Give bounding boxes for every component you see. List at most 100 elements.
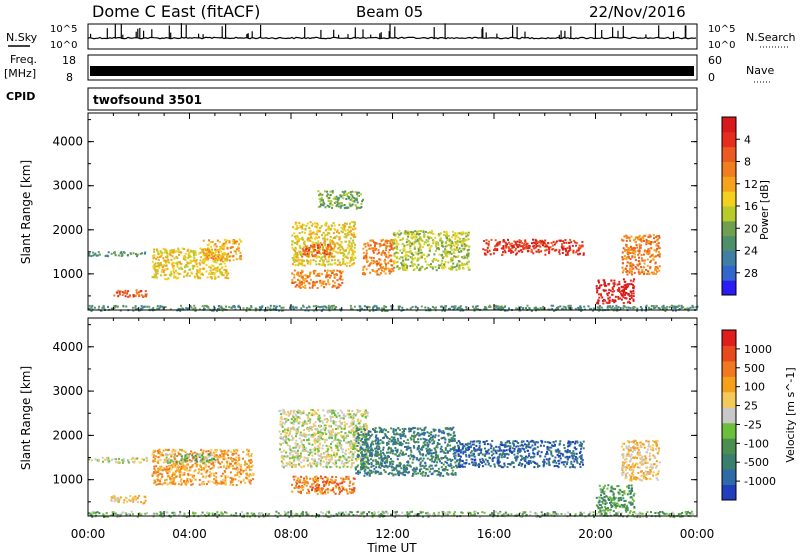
range-gate-cell bbox=[216, 456, 218, 459]
range-gate-cell bbox=[292, 436, 294, 439]
range-gate-cell bbox=[226, 255, 229, 258]
range-gate-cell bbox=[630, 292, 633, 295]
range-gate-cell bbox=[226, 462, 229, 465]
range-gate-cell bbox=[687, 307, 690, 310]
range-gate-cell bbox=[454, 238, 457, 240]
range-gate-cell bbox=[341, 270, 344, 273]
range-gate-cell bbox=[233, 467, 236, 470]
range-gate-cell bbox=[348, 425, 351, 428]
range-gate-cell bbox=[342, 254, 345, 257]
range-gate-cell bbox=[341, 435, 344, 438]
range-gate-cell bbox=[332, 421, 335, 424]
range-gate-cell bbox=[649, 267, 652, 270]
range-gate-cell bbox=[371, 269, 374, 271]
range-gate-cell bbox=[343, 249, 346, 252]
range-gate-cell bbox=[351, 195, 354, 198]
range-gate-cell bbox=[190, 450, 193, 453]
range-gate-cell bbox=[365, 249, 368, 252]
range-gate-cell bbox=[163, 274, 166, 277]
range-gate-cell bbox=[297, 449, 299, 452]
range-gate-cell bbox=[232, 483, 234, 486]
range-gate-cell bbox=[157, 450, 160, 453]
range-gate-cell bbox=[450, 245, 453, 248]
range-gate-cell bbox=[321, 447, 324, 450]
range-gate-cell bbox=[288, 452, 291, 455]
range-gate-cell bbox=[201, 481, 204, 484]
range-gate-cell bbox=[246, 463, 249, 466]
range-gate-cell bbox=[300, 269, 303, 272]
range-gate-cell bbox=[307, 255, 310, 258]
range-gate-cell bbox=[436, 247, 438, 250]
range-gate-cell bbox=[321, 193, 324, 196]
range-gate-cell bbox=[303, 456, 306, 459]
range-gate-cell bbox=[280, 306, 283, 309]
range-gate-cell bbox=[127, 295, 130, 298]
range-gate-cell bbox=[338, 243, 341, 246]
range-gate-cell bbox=[340, 202, 343, 205]
range-gate-cell bbox=[176, 272, 179, 275]
range-gate-cell bbox=[467, 266, 470, 269]
range-gate-cell bbox=[351, 465, 353, 468]
range-gate-cell bbox=[197, 472, 200, 475]
scatter-region bbox=[392, 229, 471, 272]
range-gate-cell bbox=[333, 273, 336, 276]
range-gate-cell bbox=[350, 241, 353, 244]
range-gate-cell bbox=[544, 249, 547, 252]
range-gate-cell bbox=[353, 436, 356, 439]
range-gate-cell bbox=[630, 294, 633, 297]
range-gate-cell bbox=[326, 193, 329, 196]
range-gate-cell bbox=[363, 460, 365, 463]
range-gate-cell bbox=[454, 235, 457, 238]
range-gate-cell bbox=[622, 247, 625, 250]
range-gate-cell bbox=[524, 239, 527, 242]
range-gate-cell bbox=[639, 245, 641, 248]
range-gate-cell bbox=[201, 251, 204, 254]
range-gate-cell bbox=[180, 463, 183, 466]
range-gate-cell bbox=[331, 204, 334, 207]
range-gate-cell bbox=[184, 451, 187, 454]
range-gate-cell bbox=[294, 252, 297, 254]
range-gate-cell bbox=[345, 436, 348, 439]
range-gate-cell bbox=[294, 264, 297, 267]
range-gate-cell bbox=[552, 247, 555, 250]
range-gate-cell bbox=[355, 199, 358, 202]
range-gate-cell bbox=[344, 233, 347, 236]
range-gate-cell bbox=[195, 273, 198, 275]
range-gate-cell bbox=[456, 241, 459, 244]
range-gate-cell bbox=[176, 468, 179, 470]
range-gate-cell bbox=[623, 291, 626, 294]
range-gate-cell bbox=[234, 250, 237, 253]
scatter-region bbox=[110, 494, 147, 505]
range-gate-cell bbox=[301, 261, 304, 264]
range-gate-cell bbox=[207, 450, 210, 452]
range-gate-cell bbox=[332, 431, 335, 434]
range-gate-cell bbox=[307, 415, 310, 418]
range-gate-cell bbox=[128, 499, 131, 501]
range-gate-cell bbox=[321, 421, 324, 424]
range-gate-cell bbox=[311, 409, 314, 412]
range-gate-cell bbox=[235, 484, 238, 487]
range-gate-cell bbox=[295, 432, 298, 435]
range-gate-cell bbox=[293, 428, 296, 431]
scatter-region bbox=[164, 453, 217, 464]
range-gate-cell bbox=[218, 249, 221, 251]
range-gate-cell bbox=[621, 256, 624, 259]
range-gate-cell bbox=[397, 305, 400, 308]
range-gate-cell bbox=[294, 253, 297, 256]
range-gate-cell bbox=[402, 268, 405, 271]
range-gate-cell bbox=[206, 253, 209, 256]
range-gate-cell bbox=[343, 464, 346, 467]
range-gate-cell bbox=[441, 309, 444, 312]
range-gate-cell bbox=[236, 449, 239, 452]
range-gate-cell bbox=[204, 476, 207, 479]
range-gate-cell bbox=[324, 224, 327, 227]
range-gate-cell bbox=[333, 451, 336, 454]
range-gate-cell bbox=[291, 257, 294, 259]
range-gate-cell bbox=[347, 448, 350, 451]
range-gate-cell bbox=[350, 233, 353, 236]
range-gate-cell bbox=[310, 434, 313, 437]
range-gate-cell bbox=[535, 250, 538, 253]
range-gate-cell bbox=[382, 243, 385, 246]
range-gate-cell bbox=[412, 269, 415, 271]
range-gate-cell bbox=[341, 190, 344, 193]
